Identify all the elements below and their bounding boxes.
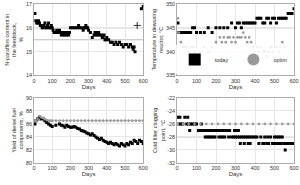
svg-text:200: 200 — [66, 78, 75, 84]
svg-text:0: 0 — [32, 78, 35, 84]
svg-text:200: 200 — [211, 78, 220, 84]
svg-text:600: 600 — [289, 78, 298, 84]
svg-text:500: 500 — [270, 165, 279, 171]
svg-text:400: 400 — [102, 78, 111, 84]
svg-text:84: 84 — [26, 134, 32, 140]
svg-text:600: 600 — [139, 165, 148, 171]
svg-text:100: 100 — [192, 165, 201, 171]
svg-text:300: 300 — [231, 165, 240, 171]
svg-text:400: 400 — [250, 165, 259, 171]
svg-text:N-paraffins content inthe feed: N-paraffins content inthe feedstock,% — [4, 14, 24, 66]
svg-text:88: 88 — [26, 108, 32, 114]
svg-text:300: 300 — [84, 165, 93, 171]
svg-text:335: 335 — [166, 72, 175, 78]
svg-text:Days: Days — [82, 84, 96, 90]
svg-text:0: 0 — [175, 78, 178, 84]
svg-text:90: 90 — [26, 95, 32, 101]
svg-text:Days: Days — [229, 84, 243, 90]
svg-text:350: 350 — [166, 1, 175, 7]
svg-text:100: 100 — [48, 78, 57, 84]
svg-text:0: 0 — [175, 165, 178, 171]
svg-text:300: 300 — [231, 78, 240, 84]
svg-text:14: 14 — [26, 72, 32, 78]
svg-text:82: 82 — [26, 147, 32, 153]
svg-text:345: 345 — [166, 25, 175, 31]
svg-text:-26: -26 — [167, 121, 175, 127]
svg-text:-22: -22 — [167, 95, 175, 101]
svg-text:80: 80 — [26, 160, 32, 166]
svg-text:17: 17 — [26, 1, 32, 7]
svg-text:300: 300 — [84, 78, 93, 84]
svg-text:500: 500 — [120, 78, 129, 84]
svg-text:200: 200 — [211, 165, 220, 171]
svg-text:optim: optim — [273, 57, 287, 63]
svg-text:400: 400 — [250, 78, 259, 84]
svg-text:-30: -30 — [167, 147, 175, 153]
svg-text:340: 340 — [166, 49, 175, 55]
svg-text:15: 15 — [26, 49, 32, 55]
svg-text:500: 500 — [270, 78, 279, 84]
svg-text:500: 500 — [120, 165, 129, 171]
svg-text:600: 600 — [139, 78, 148, 84]
svg-text:-28: -28 — [167, 134, 175, 140]
svg-text:100: 100 — [48, 165, 57, 171]
svg-text:100: 100 — [192, 78, 201, 84]
svg-text:600: 600 — [289, 165, 298, 171]
svg-text:today: today — [215, 57, 229, 63]
svg-text:0: 0 — [32, 165, 35, 171]
svg-text:Yield of diesel fuelcomponents: Yield of diesel fuelcomponents, % — [11, 108, 24, 152]
svg-text:86: 86 — [26, 121, 32, 127]
svg-text:Temperature in dewaxingreactor: Temperature in dewaxingreactor, °C — [151, 9, 164, 70]
svg-text:-32: -32 — [167, 160, 175, 166]
svg-text:-24: -24 — [167, 108, 175, 114]
svg-text:Days: Days — [82, 171, 96, 177]
svg-text:200: 200 — [66, 165, 75, 171]
svg-text:Days: Days — [229, 171, 243, 177]
svg-text:400: 400 — [102, 165, 111, 171]
svg-text:16: 16 — [26, 25, 32, 31]
svg-text:Cold filter cloggingpoint, °C: Cold filter cloggingpoint, °C — [152, 108, 165, 153]
